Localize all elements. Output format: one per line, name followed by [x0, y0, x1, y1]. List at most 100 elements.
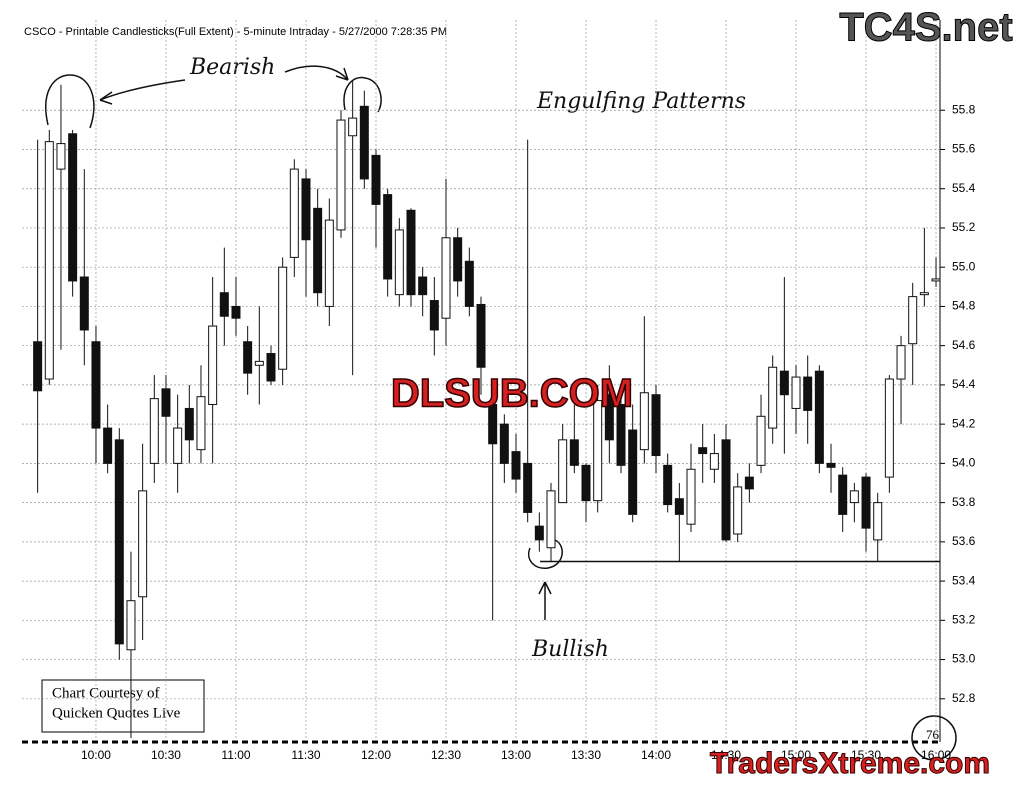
candle-body — [803, 376, 813, 411]
candle-body — [126, 600, 136, 651]
candle-body — [698, 447, 708, 455]
y-tick-label: 55.4 — [952, 181, 976, 195]
credit-text: Chart Courtesy of — [52, 685, 159, 701]
candle-body — [254, 360, 264, 366]
y-tick-label: 52.8 — [952, 691, 976, 705]
candle-body — [884, 378, 894, 478]
candle-body — [231, 305, 241, 319]
y-tick-label: 55.2 — [952, 220, 976, 234]
arrow-up — [538, 581, 552, 620]
candle-body — [569, 439, 579, 466]
x-tick-label: 13:30 — [571, 748, 601, 762]
y-tick-label: 55.6 — [952, 142, 976, 156]
annotation: Engulfing Patterns — [536, 89, 746, 114]
credit-box — [41, 679, 205, 733]
candle-body — [243, 341, 253, 374]
candle-body — [114, 439, 124, 645]
candle-body — [441, 237, 451, 319]
candle-body — [651, 394, 661, 457]
y-tick-label: 54.4 — [952, 377, 976, 391]
candle-body — [604, 394, 614, 441]
candle-body — [488, 404, 498, 445]
candle-body — [896, 345, 906, 380]
candle-body — [359, 105, 369, 180]
candle-body — [138, 490, 148, 598]
candle-body — [161, 388, 171, 417]
x-tick-label: 14:00 — [641, 748, 671, 762]
annotation: Bullish — [531, 637, 609, 662]
x-tick-label: 15:30 — [851, 748, 881, 762]
candle-body — [68, 133, 78, 282]
candle-body — [826, 462, 836, 468]
candle-body — [768, 366, 778, 429]
candle-body — [301, 178, 311, 241]
x-tick-label: 10:30 — [151, 748, 181, 762]
candle-body — [453, 237, 463, 282]
x-tick-label: 15:00 — [781, 748, 811, 762]
candle-body — [779, 370, 789, 396]
candle-body — [709, 453, 719, 470]
watermark: TC4S.net — [839, 6, 1012, 50]
x-tick-label: 14:30 — [711, 748, 741, 762]
candle-body — [814, 370, 824, 464]
candle-body — [278, 266, 288, 370]
y-tick-label: 54.8 — [952, 299, 976, 313]
candle-body — [371, 154, 381, 205]
candle-body — [534, 525, 544, 541]
candle-body — [336, 119, 346, 231]
y-tick-label: 53.8 — [952, 495, 976, 509]
candle-body — [581, 464, 591, 502]
arrow-left — [99, 79, 186, 105]
candle-body — [849, 490, 859, 504]
candle-body — [499, 423, 509, 464]
annotation-shapes — [45, 65, 957, 761]
candle-body — [184, 407, 194, 441]
candle-body — [406, 209, 416, 296]
credit-text: Quicken Quotes Live — [52, 705, 181, 721]
candle-body — [219, 292, 229, 317]
x-tick-label: 12:00 — [361, 748, 391, 762]
y-tick-label: 55.8 — [952, 102, 976, 116]
candle-body — [721, 439, 731, 541]
watermark: TradersXtreme.com — [710, 747, 990, 780]
candle-body — [674, 498, 684, 515]
x-tick-label: 12:30 — [431, 748, 461, 762]
candle-body — [523, 462, 533, 513]
candle-body — [838, 474, 848, 515]
candle-body — [266, 353, 276, 382]
candle-body — [908, 296, 918, 345]
candle-body — [324, 219, 334, 307]
x-tick-label: 16:00 — [921, 748, 951, 762]
y-tick-label: 54.2 — [952, 416, 976, 430]
candle-body — [383, 194, 393, 280]
candle-body — [173, 427, 183, 464]
candle-body — [103, 427, 113, 464]
candle-body — [149, 398, 159, 464]
candle-body — [686, 468, 696, 525]
candle-body — [44, 141, 54, 380]
candle-body — [639, 392, 649, 451]
plot-area: 52.8 53.0 53.2 53.4 53.6 53.8 54.0 54.2 54.4 54.6… — [22, 20, 976, 762]
y-tick-label: 54.6 — [952, 338, 976, 352]
arrow-right — [284, 65, 349, 81]
y-tick-label: 53.2 — [952, 612, 976, 626]
candle-body — [628, 429, 638, 515]
candle-body — [196, 396, 206, 451]
candle-body — [791, 376, 801, 409]
bearish-circle-1 — [45, 74, 95, 129]
candle-body — [464, 260, 474, 307]
candle-body — [429, 300, 439, 331]
candle-body — [394, 229, 404, 296]
candle-body — [91, 341, 101, 429]
candle-body — [756, 415, 766, 466]
candle-body — [873, 502, 883, 541]
bullish-circle — [528, 539, 563, 569]
candle-body — [861, 476, 871, 529]
chart-title: CSCO - Printable Candlesticks(Full Exten… — [24, 26, 447, 38]
candle-body — [208, 325, 218, 406]
candle-body — [56, 143, 66, 170]
candle-body — [931, 278, 941, 282]
page-number: 76 — [926, 727, 940, 742]
watermark: DLSUB.COM — [391, 372, 633, 416]
x-tick-label: 10:00 — [81, 748, 111, 762]
